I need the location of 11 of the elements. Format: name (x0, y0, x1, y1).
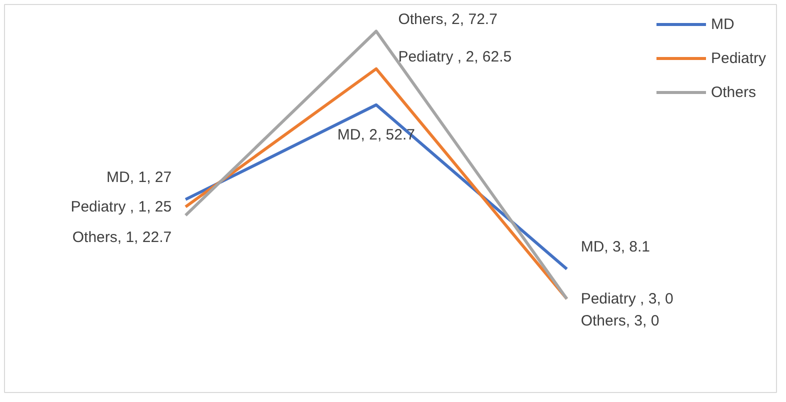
data-label: Others, 3, 0 (580, 312, 660, 330)
data-label: Pediatry , 2, 62.5 (398, 48, 512, 66)
data-label: MD, 3, 8.1 (580, 238, 650, 256)
legend-label: Others (710, 84, 756, 100)
legend-label: MD (710, 16, 734, 32)
legend-label: Pediatry (710, 50, 766, 66)
data-label: Others, 2, 72.7 (398, 10, 498, 28)
data-label: Pediatry , 3, 0 (580, 290, 674, 308)
data-label: Others, 1, 22.7 (72, 228, 172, 246)
data-label: MD, 1, 27 (106, 168, 172, 186)
data-label: Pediatry , 1, 25 (70, 198, 172, 216)
